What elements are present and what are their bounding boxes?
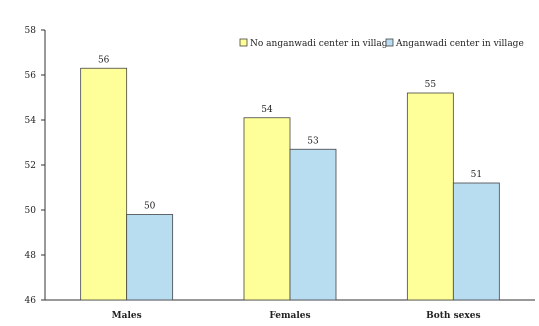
legend-label: No anganwadi center in village [250,39,393,49]
bar-females-series-1 [243,117,291,301]
data-label: 56 [98,55,110,65]
legend-label: Anganwadi center in village [395,39,524,49]
y-tick-label: 56 [25,71,37,81]
category-labels: Males Females Both sexes [112,311,481,321]
bar-both-sexes-series-2 [452,182,500,301]
legend-swatch [385,38,394,47]
data-label: 54 [261,105,273,115]
bars [80,67,500,301]
category-label: Males [112,311,142,321]
y-tick-label: 48 [25,251,37,261]
category-label: Both sexes [426,311,480,321]
data-label: 51 [471,170,482,180]
y-tick-label: 46 [25,296,37,306]
y-tick-label: 50 [25,206,37,216]
data-label: 53 [307,136,319,146]
y-tick-label: 52 [25,161,36,171]
data-labels: 56 50 54 53 55 51 [98,55,482,211]
bar-both-sexes-series-1 [406,92,454,301]
legend: No anganwadi center in village Anganwadi … [239,38,524,49]
y-axis-ticks: 46 48 50 52 54 56 58 [25,26,45,306]
y-tick-label: 54 [25,116,37,126]
data-label: 50 [144,202,156,212]
category-label: Females [269,311,310,321]
bar-males-series-1 [80,67,128,301]
legend-swatch [239,38,248,47]
y-tick-label: 58 [25,26,37,36]
bar-females-series-2 [289,148,337,301]
data-label: 55 [425,80,437,90]
bar-males-series-2 [126,214,174,301]
